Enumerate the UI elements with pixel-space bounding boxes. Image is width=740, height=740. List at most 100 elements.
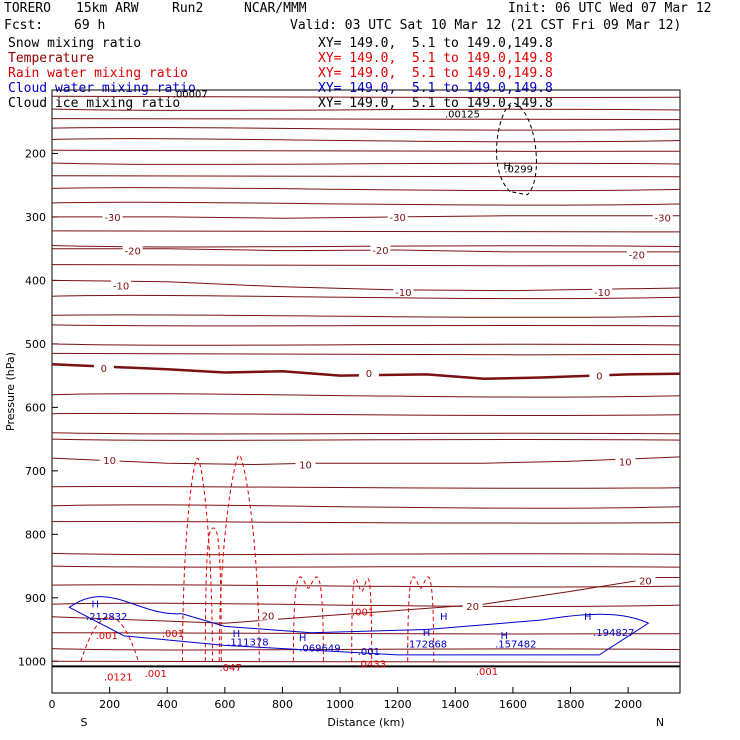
x-tick-label: 600: [214, 698, 235, 711]
cloud-water-label: .172868: [406, 639, 447, 650]
header-run: Run2: [172, 1, 204, 16]
cloud-water-contour: [68, 596, 650, 656]
isotherm-line: [51, 245, 681, 248]
y-tick-label: 400: [25, 274, 46, 287]
isotherm-line: [51, 552, 681, 556]
y-tick-label: 1000: [18, 655, 46, 668]
isotherm-label-bg: [635, 574, 656, 586]
x-tick-label: 1400: [441, 698, 469, 711]
y-axis-title: Pressure (hPa): [4, 352, 17, 431]
isotherm-label: 20: [639, 577, 652, 588]
isotherm-line: [51, 565, 681, 568]
isotherm-line: [51, 149, 681, 152]
isotherm-0: [51, 362, 681, 381]
rain-water-label: .001: [96, 631, 118, 642]
rain-water-contour: [407, 576, 435, 662]
cloud-water-h-mark: H: [501, 631, 509, 642]
y-tick-label: 700: [25, 465, 46, 478]
legend-snow-name: Snow mixing ratio: [8, 36, 142, 51]
x-axis-title: Distance (km): [327, 716, 404, 729]
isotherm-line: [51, 95, 681, 99]
isotherm-label-bg: [652, 211, 673, 223]
cloud-water-label: .069649: [299, 644, 340, 655]
isotherm-line: [51, 352, 681, 356]
isotherm-label: 0: [596, 372, 602, 383]
isotherm-label: -10: [113, 281, 129, 292]
x-tick-label: 1600: [499, 698, 527, 711]
isotherm-label: 20: [466, 602, 479, 613]
rain-water-label: .0433: [357, 660, 386, 671]
cloud-water-label: .111378: [227, 637, 268, 648]
x-end-label-south: S: [81, 716, 88, 729]
legend-cloud-ice-name: Cloud ice mixing ratio: [8, 96, 181, 111]
rain-water-contour: [292, 576, 324, 662]
isotherm-line: [51, 201, 681, 206]
isotherm-label-bg: [99, 454, 120, 466]
x-tick-label: 800: [272, 698, 293, 711]
isotherm-label-bg: [358, 367, 379, 379]
isotherm-label-bg: [393, 285, 414, 297]
isotherm-label: -30: [104, 213, 120, 224]
x-tick-label: 400: [157, 698, 178, 711]
x-tick-label: 2000: [614, 698, 642, 711]
isotherm-line: [51, 485, 681, 489]
x-tick-label: 200: [99, 698, 120, 711]
rain-water-contour: [181, 457, 213, 662]
cloud-water-h-mark: H: [91, 599, 99, 610]
isotherm-line: [51, 432, 681, 435]
x-tick-label: 1800: [557, 698, 585, 711]
legend-rain-xy: XY= 149.0, 5.1 to 149.0,149.8: [318, 66, 553, 81]
isotherm-label: 20: [262, 612, 275, 623]
legend-cloud-water-xy: XY= 149.0, 5.1 to 149.0,149.8: [318, 81, 553, 96]
x-tick-label: 0: [49, 698, 56, 711]
isotherm--20: [52, 248, 680, 253]
isotherm-label: -30: [390, 213, 406, 224]
plot-frame: [51, 89, 681, 694]
isotherm-line: [51, 520, 681, 524]
rain-water-label: .001: [476, 667, 498, 678]
isotherm-label-bg: [370, 243, 391, 255]
x-end-label-north: N: [656, 716, 664, 729]
isotherm-label-bg: [592, 285, 613, 297]
y-tick-label: 800: [25, 528, 46, 541]
cloud-water-h-mark: H: [440, 612, 448, 623]
cloud-ice-label: .0299: [504, 165, 533, 176]
isotherm-line: [51, 438, 681, 441]
isotherm-line: [51, 138, 681, 143]
cloud-water-h-mark: H: [423, 628, 431, 639]
isotherm-label: -20: [629, 250, 645, 261]
legend-temperature-name: Temperature: [8, 51, 95, 66]
header-org: NCAR/MMM: [244, 1, 307, 16]
cloud-ice-contour: [496, 102, 537, 196]
y-tick-label: 500: [25, 338, 46, 351]
isotherm-label: -10: [395, 288, 411, 299]
header-valid: Valid: 03 UTC Sat 10 Mar 12 (21 CST Fri …: [290, 18, 682, 33]
isotherm-line: [51, 230, 681, 233]
cloud-water-label: .212832: [86, 612, 127, 623]
rain-water-contour: [80, 616, 139, 662]
cloud-water-label: .001: [358, 647, 380, 658]
isotherm-line: [51, 393, 681, 398]
header-fcst-value: 69 h: [74, 18, 106, 33]
header-fcst-label: Fcst:: [4, 18, 44, 33]
x-tick-label: 1200: [384, 698, 412, 711]
cloud-water-h-mark: H: [233, 629, 241, 640]
isotherm-label-bg: [102, 210, 123, 222]
rain-water-label: .0121: [104, 672, 133, 683]
cloud-ice-label: .00125: [445, 109, 480, 120]
y-tick-label: 600: [25, 401, 46, 414]
header-init: Init: 06 UTC Wed 07 Mar 12: [508, 1, 712, 16]
isotherm-label-bg: [295, 458, 316, 470]
isotherm-label: 10: [619, 457, 632, 468]
isotherm-10: [51, 456, 681, 466]
isotherm-20: [51, 577, 680, 624]
isotherm-line: [51, 412, 681, 416]
isotherm-label: 10: [103, 456, 116, 467]
isotherm-line: [51, 343, 681, 346]
isotherm-label: -30: [655, 214, 671, 225]
isotherm-label: -20: [124, 247, 140, 258]
rain-water-label: .047: [219, 663, 241, 674]
rain-water-label: .001: [145, 669, 167, 680]
isotherm-label-bg: [615, 455, 636, 467]
